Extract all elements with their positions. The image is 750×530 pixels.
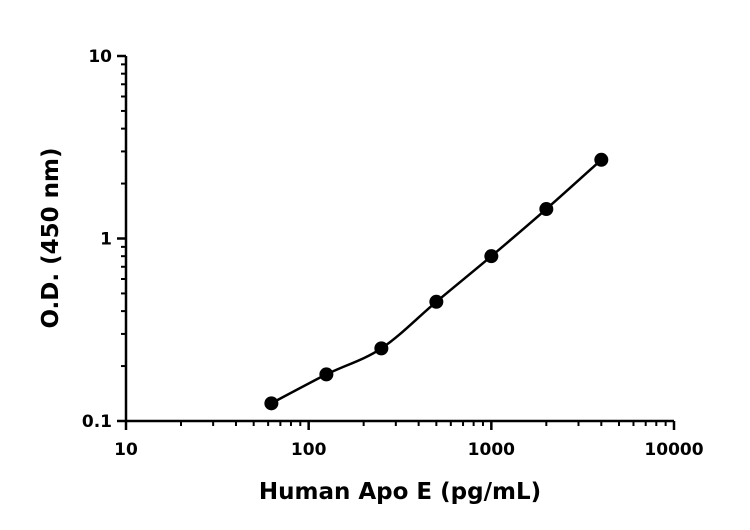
data-point <box>319 367 334 382</box>
data-point <box>539 202 554 217</box>
data-point <box>484 249 499 264</box>
x-axis-title: Human Apo E (pg/mL) <box>259 479 541 505</box>
y-tick-label: 0.1 <box>82 412 112 432</box>
fit-curve <box>270 158 603 405</box>
x-tick-label: 1000 <box>468 440 515 460</box>
y-tick-label: 1 <box>100 230 112 250</box>
data-point <box>264 396 279 411</box>
y-axis-title: O.D. (450 nm) <box>38 147 64 328</box>
x-tick-label: 10000 <box>644 440 703 460</box>
chart-ticks <box>117 54 676 430</box>
data-point <box>429 294 444 309</box>
y-tick-label: 10 <box>88 47 112 67</box>
chart-axes <box>124 56 674 423</box>
x-tick-label: 100 <box>291 440 327 460</box>
x-tick-label: 10 <box>114 440 138 460</box>
chart-markers <box>264 152 609 411</box>
chart-tick-labels: 10 100 1000 10000 0.1 1 10 <box>82 47 704 460</box>
data-point <box>594 152 609 167</box>
data-point <box>374 341 389 356</box>
